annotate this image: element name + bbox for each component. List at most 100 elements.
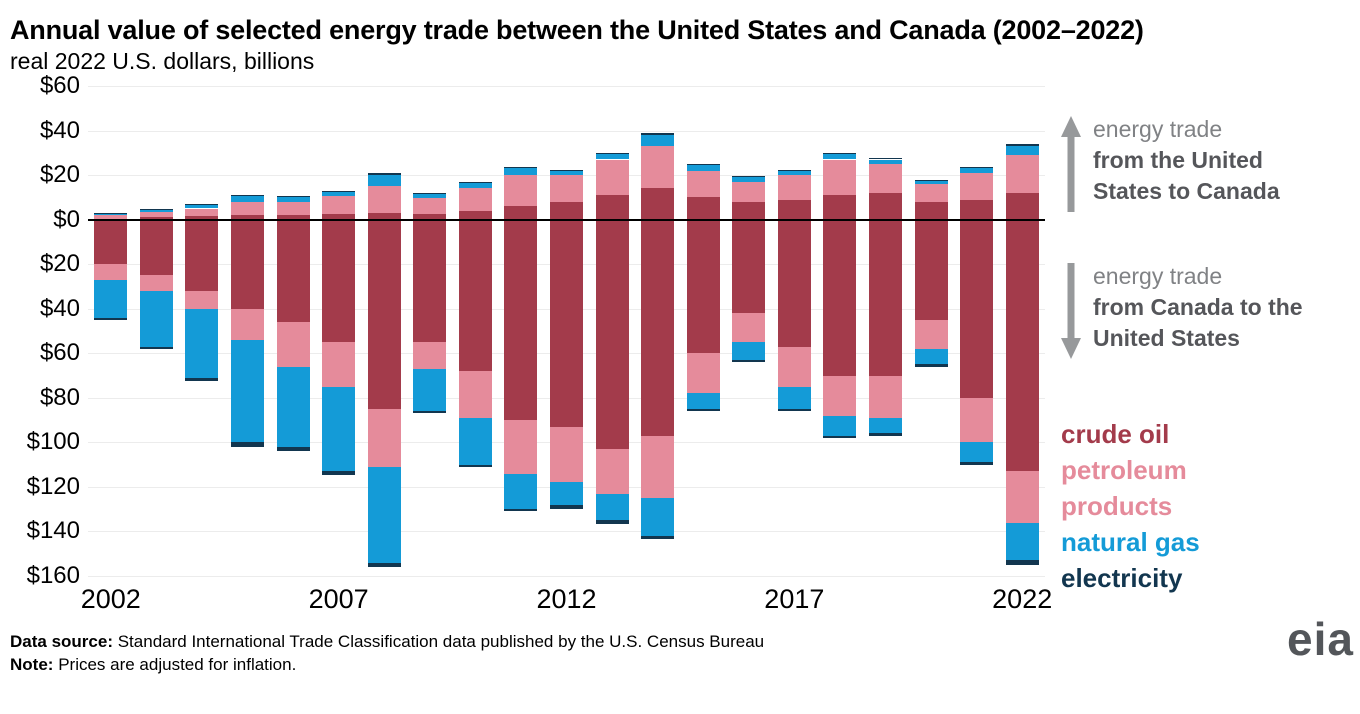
bar-segment-down xyxy=(641,219,675,436)
bar-segment-up xyxy=(413,214,447,220)
bar-segment-down xyxy=(550,504,583,510)
series-legend: crude oil petroleum products natural gas el… xyxy=(1061,416,1276,596)
bar-segment-down xyxy=(458,417,492,465)
bar-segment-up xyxy=(686,163,720,166)
exports-annotation-lead: energy trade xyxy=(1093,116,1223,142)
bar-segment-down xyxy=(823,415,857,436)
bar-segment-up xyxy=(595,159,629,196)
bar-segment-up xyxy=(686,197,720,220)
eia-logo-text: eia xyxy=(1287,613,1354,665)
bar-segment-up xyxy=(550,169,583,171)
bar-segment-down xyxy=(322,386,356,472)
bar-segment-up xyxy=(322,190,356,192)
bar-segment-up xyxy=(185,208,219,217)
chart-title: Annual value of selected energy trade be… xyxy=(10,15,1144,45)
bar-segment-up xyxy=(1005,146,1039,156)
bar-segment-down xyxy=(960,462,994,465)
bar-segment-up xyxy=(960,172,994,200)
bar-segment-down xyxy=(641,435,675,499)
plot-canvas xyxy=(88,86,1045,577)
bar-segment-up xyxy=(367,175,401,187)
chart-subtitle: real 2022 U.S. dollars, billions xyxy=(10,48,315,74)
bar-segment-down xyxy=(458,219,492,372)
bar-segment-up xyxy=(914,184,948,202)
bar-segment-down xyxy=(732,313,766,343)
bar-segment-down xyxy=(139,219,173,276)
x-axis: 2002 2007 2012 2017 2022 xyxy=(81,576,1053,622)
bar-segment-down xyxy=(458,464,492,467)
bar-segment-down xyxy=(322,219,356,343)
bar-segment-up xyxy=(185,205,219,209)
bar-segment-up xyxy=(732,181,766,202)
bar-segment-down xyxy=(367,466,401,563)
bar-segment-up xyxy=(94,215,128,219)
x-tick-label: 2002 xyxy=(80,584,141,614)
bar-segment-up xyxy=(1005,155,1039,193)
bar-segment-down xyxy=(276,322,310,367)
bar-segment-down xyxy=(94,317,128,320)
bar-segment-down xyxy=(686,219,720,354)
bar-segment-down xyxy=(139,346,173,349)
bar-segment-down xyxy=(732,342,766,360)
bar-segment-down xyxy=(777,408,811,412)
bar-segment-down xyxy=(869,375,902,418)
bar-segment-up xyxy=(413,194,447,199)
bar-segment-down xyxy=(231,219,264,309)
bar-segment-down xyxy=(276,366,310,447)
bar-segment-up xyxy=(458,182,492,189)
bar-segment-up xyxy=(185,216,219,220)
bar-segment-up xyxy=(869,163,902,193)
y-tick-label: $100 xyxy=(26,428,80,456)
exports-annotation: energy trade from the United States to C… xyxy=(1061,114,1360,217)
y-tick-label: $0 xyxy=(53,205,80,233)
bar-segment-down xyxy=(777,346,811,387)
bar-segment-up xyxy=(94,213,128,216)
bar-segment-down xyxy=(732,359,766,363)
bar-segment-down xyxy=(914,219,948,320)
bar-segment-down xyxy=(1005,471,1039,523)
y-tick-label: $60 xyxy=(39,339,80,367)
bar-segment-up xyxy=(914,180,948,184)
bar-segment-down xyxy=(869,219,902,376)
bar-segment-down xyxy=(686,353,720,394)
bar-segment-up xyxy=(413,192,447,195)
bar-segment-down xyxy=(595,520,629,524)
bar-segment-down xyxy=(960,442,994,463)
y-tick-label: $20 xyxy=(39,161,80,189)
x-tick-label: 2012 xyxy=(536,584,597,614)
bar-segment-down xyxy=(1005,522,1039,561)
bar-segment-down xyxy=(869,433,902,436)
bar-segment-down xyxy=(276,219,310,323)
bar-segment-down xyxy=(823,219,857,376)
bar-segment-up xyxy=(595,195,629,220)
bar-segment-up xyxy=(504,168,538,176)
grid-line xyxy=(88,86,1045,87)
bar-segment-up xyxy=(231,215,264,220)
bar-segment-down xyxy=(914,348,948,365)
bar-segment-down xyxy=(367,219,401,409)
imports-annotation-lead: energy trade xyxy=(1093,263,1223,289)
bar-segment-up xyxy=(276,197,310,202)
bar-segment-down xyxy=(504,219,538,421)
chart-footer: Data source: Standard International Trad… xyxy=(0,622,1360,676)
exports-annotation-text: energy trade from the United States to C… xyxy=(1093,114,1311,207)
bar-segment-up xyxy=(550,175,583,202)
bar-segment-up xyxy=(686,170,720,198)
bar-segment-up xyxy=(869,159,902,164)
legend-item-natural-gas: natural gas xyxy=(1061,527,1200,557)
bar-segment-up xyxy=(458,210,492,220)
bar-segment-down xyxy=(276,446,310,452)
bar-segment-up xyxy=(869,158,902,160)
bar-segment-up xyxy=(367,212,401,220)
y-axis: $60 $40 $20 $0 $20 $40 $60 $80 $100 $120 $140 $160 xyxy=(10,72,88,589)
bar-segment-down xyxy=(823,375,857,416)
bar-segment-up xyxy=(231,195,264,197)
bar-segment-down xyxy=(732,219,766,314)
data-source-label: Data source: xyxy=(10,632,113,651)
x-tick-label: 2017 xyxy=(764,584,825,614)
bar-segment-up xyxy=(322,214,356,220)
bar-segment-up xyxy=(641,132,675,135)
bar-segment-down xyxy=(550,426,583,483)
y-tick-label: $60 xyxy=(39,72,80,99)
y-tick-label: $40 xyxy=(39,294,80,322)
